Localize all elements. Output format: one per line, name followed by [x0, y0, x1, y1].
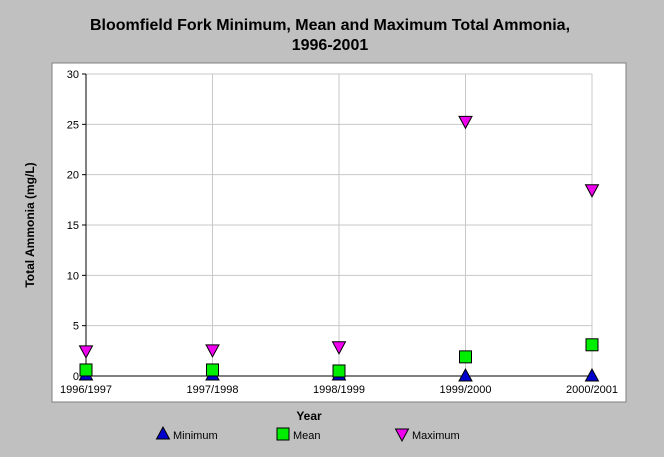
- marks-layer: [78, 115, 600, 382]
- maximum-point: [331, 341, 347, 355]
- y-tick-label: 30: [67, 69, 79, 81]
- x-tick-label: 1998/1999: [313, 384, 365, 396]
- y-tick-label: 20: [67, 170, 79, 182]
- maximum-point: [584, 184, 600, 198]
- mean-point: [79, 363, 93, 377]
- y-tick-label: 5: [73, 321, 79, 333]
- y-tick-label: 0: [73, 371, 79, 383]
- legend-maximum-marker: [394, 428, 410, 443]
- minimum-point: [584, 367, 600, 382]
- y-axis-label: Total Ammonia (mg/L): [23, 162, 37, 287]
- legend-minimum-label: Minimum: [173, 430, 218, 442]
- legend: Minimum Mean Maximum: [155, 425, 460, 443]
- mean-point: [459, 350, 472, 364]
- x-tick-label: 1999/2000: [440, 384, 492, 396]
- chart-subtitle: 1996-2001: [292, 37, 369, 54]
- x-tick-label: 2000/2001: [566, 384, 618, 396]
- minimum-point: [458, 367, 473, 382]
- y-tick-label: 10: [67, 270, 79, 282]
- maximum-point: [205, 344, 220, 358]
- y-tick-label: 15: [67, 220, 79, 232]
- mean-point: [585, 338, 599, 352]
- x-tick-label: 1997/1998: [187, 384, 239, 396]
- maximum-point: [78, 345, 94, 359]
- maximum-point: [458, 115, 473, 130]
- legend-mean-marker: [276, 427, 290, 441]
- y-tick-label: 25: [67, 119, 79, 131]
- legend-minimum-marker: [155, 425, 171, 440]
- mean-point: [206, 363, 219, 377]
- x-tick-label: 1996/1997: [60, 384, 112, 396]
- mean-point: [332, 364, 346, 378]
- chart-title: Bloomfield Fork Minimum, Mean and Maximu…: [90, 17, 570, 34]
- legend-mean-label: Mean: [293, 430, 321, 442]
- legend-maximum-label: Maximum: [412, 430, 460, 442]
- x-axis-label: Year: [296, 409, 322, 423]
